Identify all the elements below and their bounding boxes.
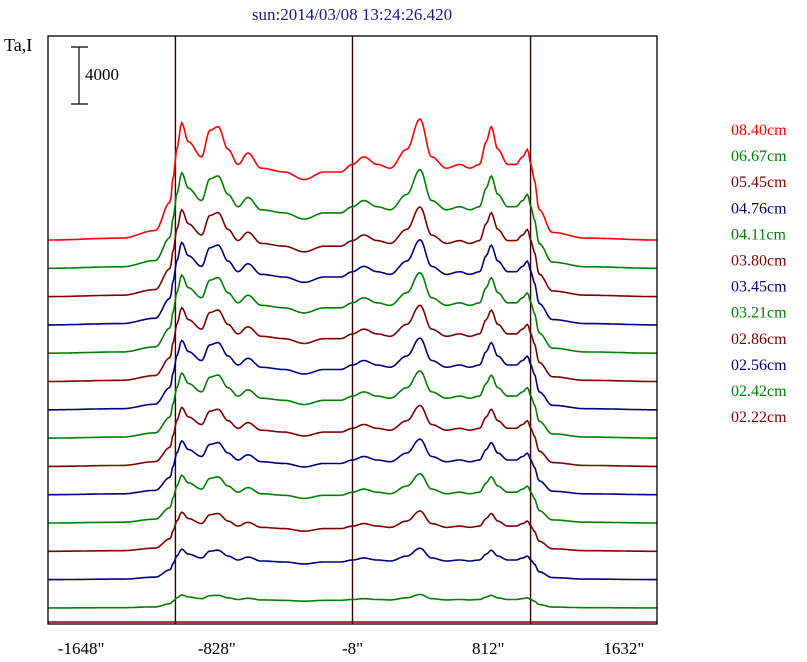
traces: [48, 118, 657, 623]
series-08.40cm: [48, 118, 657, 241]
series-02.22cm: [48, 510, 657, 553]
chart-title: sun:2014/03/08 13:24:26.420: [252, 5, 452, 24]
legend: 08.40cm 06.67cm 05.45cm 04.76cm 04.11cm 03.80…: [731, 122, 787, 426]
series-02.56cm: [48, 438, 657, 496]
x-tick-label: -8": [342, 639, 363, 658]
x-tick-label: 812": [472, 639, 504, 658]
trace-13: [48, 593, 657, 609]
legend-entry: 03.21cm: [731, 305, 787, 322]
series-03.21cm: [48, 370, 657, 439]
reference-lines: [174, 36, 532, 624]
scale-bar-label: 4000: [85, 65, 119, 84]
x-axis-ticks: -1648" -828" -8" 812" 1632": [58, 639, 645, 658]
series-03.80cm: [48, 304, 657, 383]
series-06.67cm: [48, 168, 657, 270]
legend-entry: 02.22cm: [731, 409, 787, 426]
x-tick-label: -1648": [58, 639, 105, 658]
legend-entry: 04.76cm: [731, 200, 787, 217]
series-05.45cm: [48, 206, 657, 298]
x-tick-label: 1632": [603, 639, 644, 658]
series-04.11cm: [48, 271, 657, 355]
series-03.45cm: [48, 337, 657, 411]
legend-entry: 05.45cm: [731, 174, 787, 191]
legend-entry: 02.42cm: [731, 383, 787, 400]
plot-frame: [47, 35, 658, 625]
y-axis-label: Ta,I: [4, 35, 32, 55]
legend-entry: 06.67cm: [731, 148, 787, 165]
legend-entry: 03.80cm: [731, 253, 787, 270]
series-02.42cm: [48, 472, 657, 524]
legend-entry: 02.86cm: [731, 331, 787, 348]
series-04.76cm: [48, 238, 657, 326]
series-02.86cm: [48, 404, 657, 468]
legend-entry: 03.45cm: [731, 279, 787, 296]
legend-entry: 02.56cm: [731, 357, 787, 374]
scale-bar: 4000: [71, 46, 119, 105]
legend-entry: 04.11cm: [731, 226, 787, 243]
trace-12: [48, 547, 657, 581]
x-tick-label: -828": [198, 639, 236, 658]
legend-entry: 08.40cm: [731, 122, 787, 139]
